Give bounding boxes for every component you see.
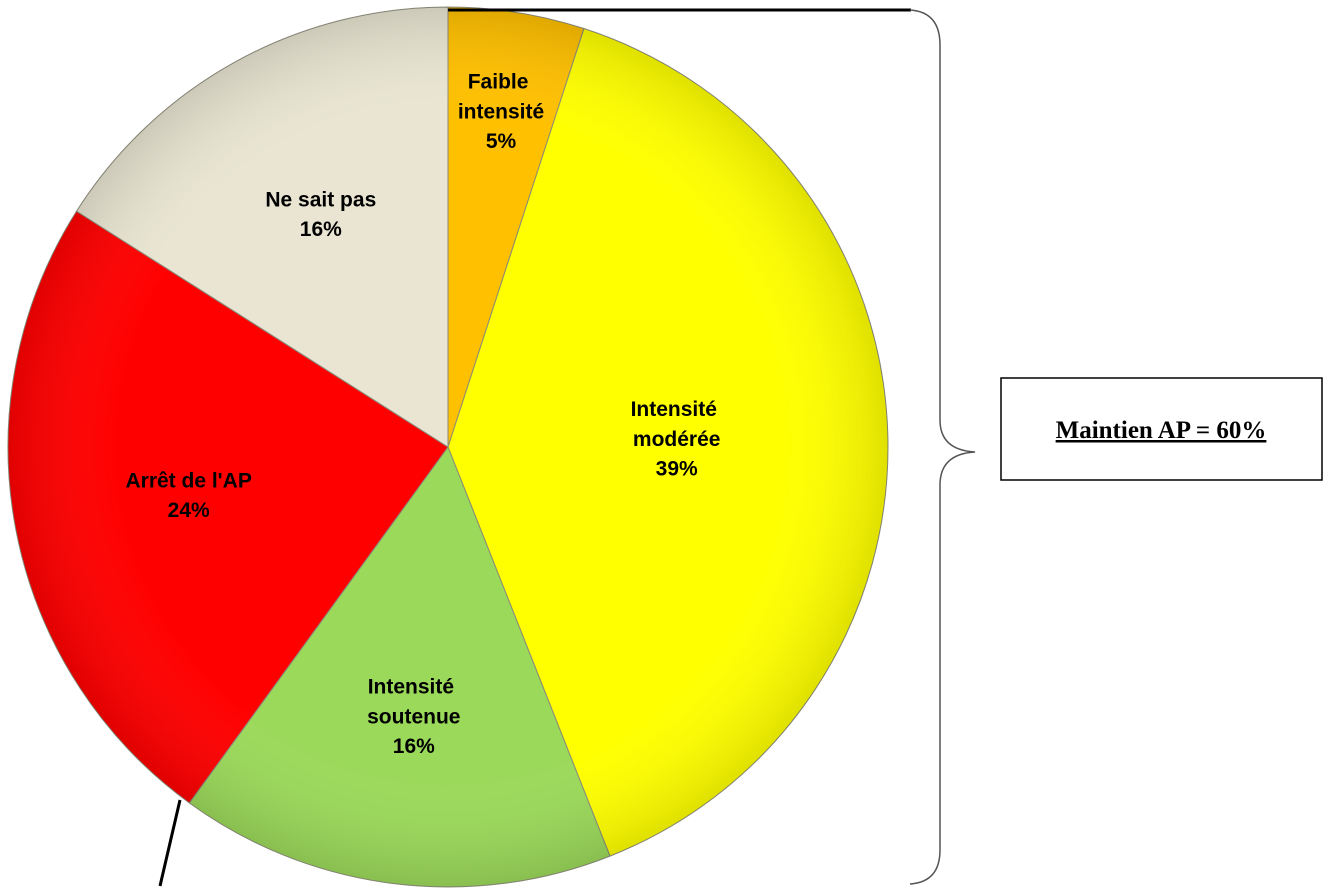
slice-label: Intensité modérée bbox=[631, 397, 723, 450]
value-label: 24% bbox=[168, 499, 210, 522]
pie-labels: Faible intensité 5% Intensité modérée 39% In… bbox=[125, 70, 722, 758]
pie bbox=[7, 6, 889, 888]
value-label: 39% bbox=[656, 457, 698, 480]
label-line: Arrêt de l'AP bbox=[125, 469, 251, 492]
slice-label: Arrêt de l'AP bbox=[125, 469, 251, 492]
value-label: 16% bbox=[393, 735, 435, 758]
slice-label: Ne sait pas bbox=[265, 188, 376, 211]
bracket-line bbox=[158, 799, 182, 887]
annotation: Maintien AP = 60% bbox=[1056, 417, 1267, 444]
slice-label: Intensité soutenue bbox=[367, 675, 460, 728]
annotation-box bbox=[1000, 377, 1323, 481]
brace bbox=[909, 9, 976, 885]
label-line: intensité bbox=[458, 100, 544, 123]
slice-label: Faible intensité bbox=[458, 70, 544, 123]
value-label: 5% bbox=[486, 130, 517, 153]
label-line: Faible bbox=[468, 70, 535, 93]
label-line: Intensité bbox=[368, 675, 460, 698]
value-label: 16% bbox=[300, 218, 342, 241]
label-line: Intensité bbox=[631, 397, 723, 420]
label-line: soutenue bbox=[367, 705, 460, 728]
label-line: modérée bbox=[633, 427, 721, 450]
label-line: Ne sait pas bbox=[265, 188, 376, 211]
